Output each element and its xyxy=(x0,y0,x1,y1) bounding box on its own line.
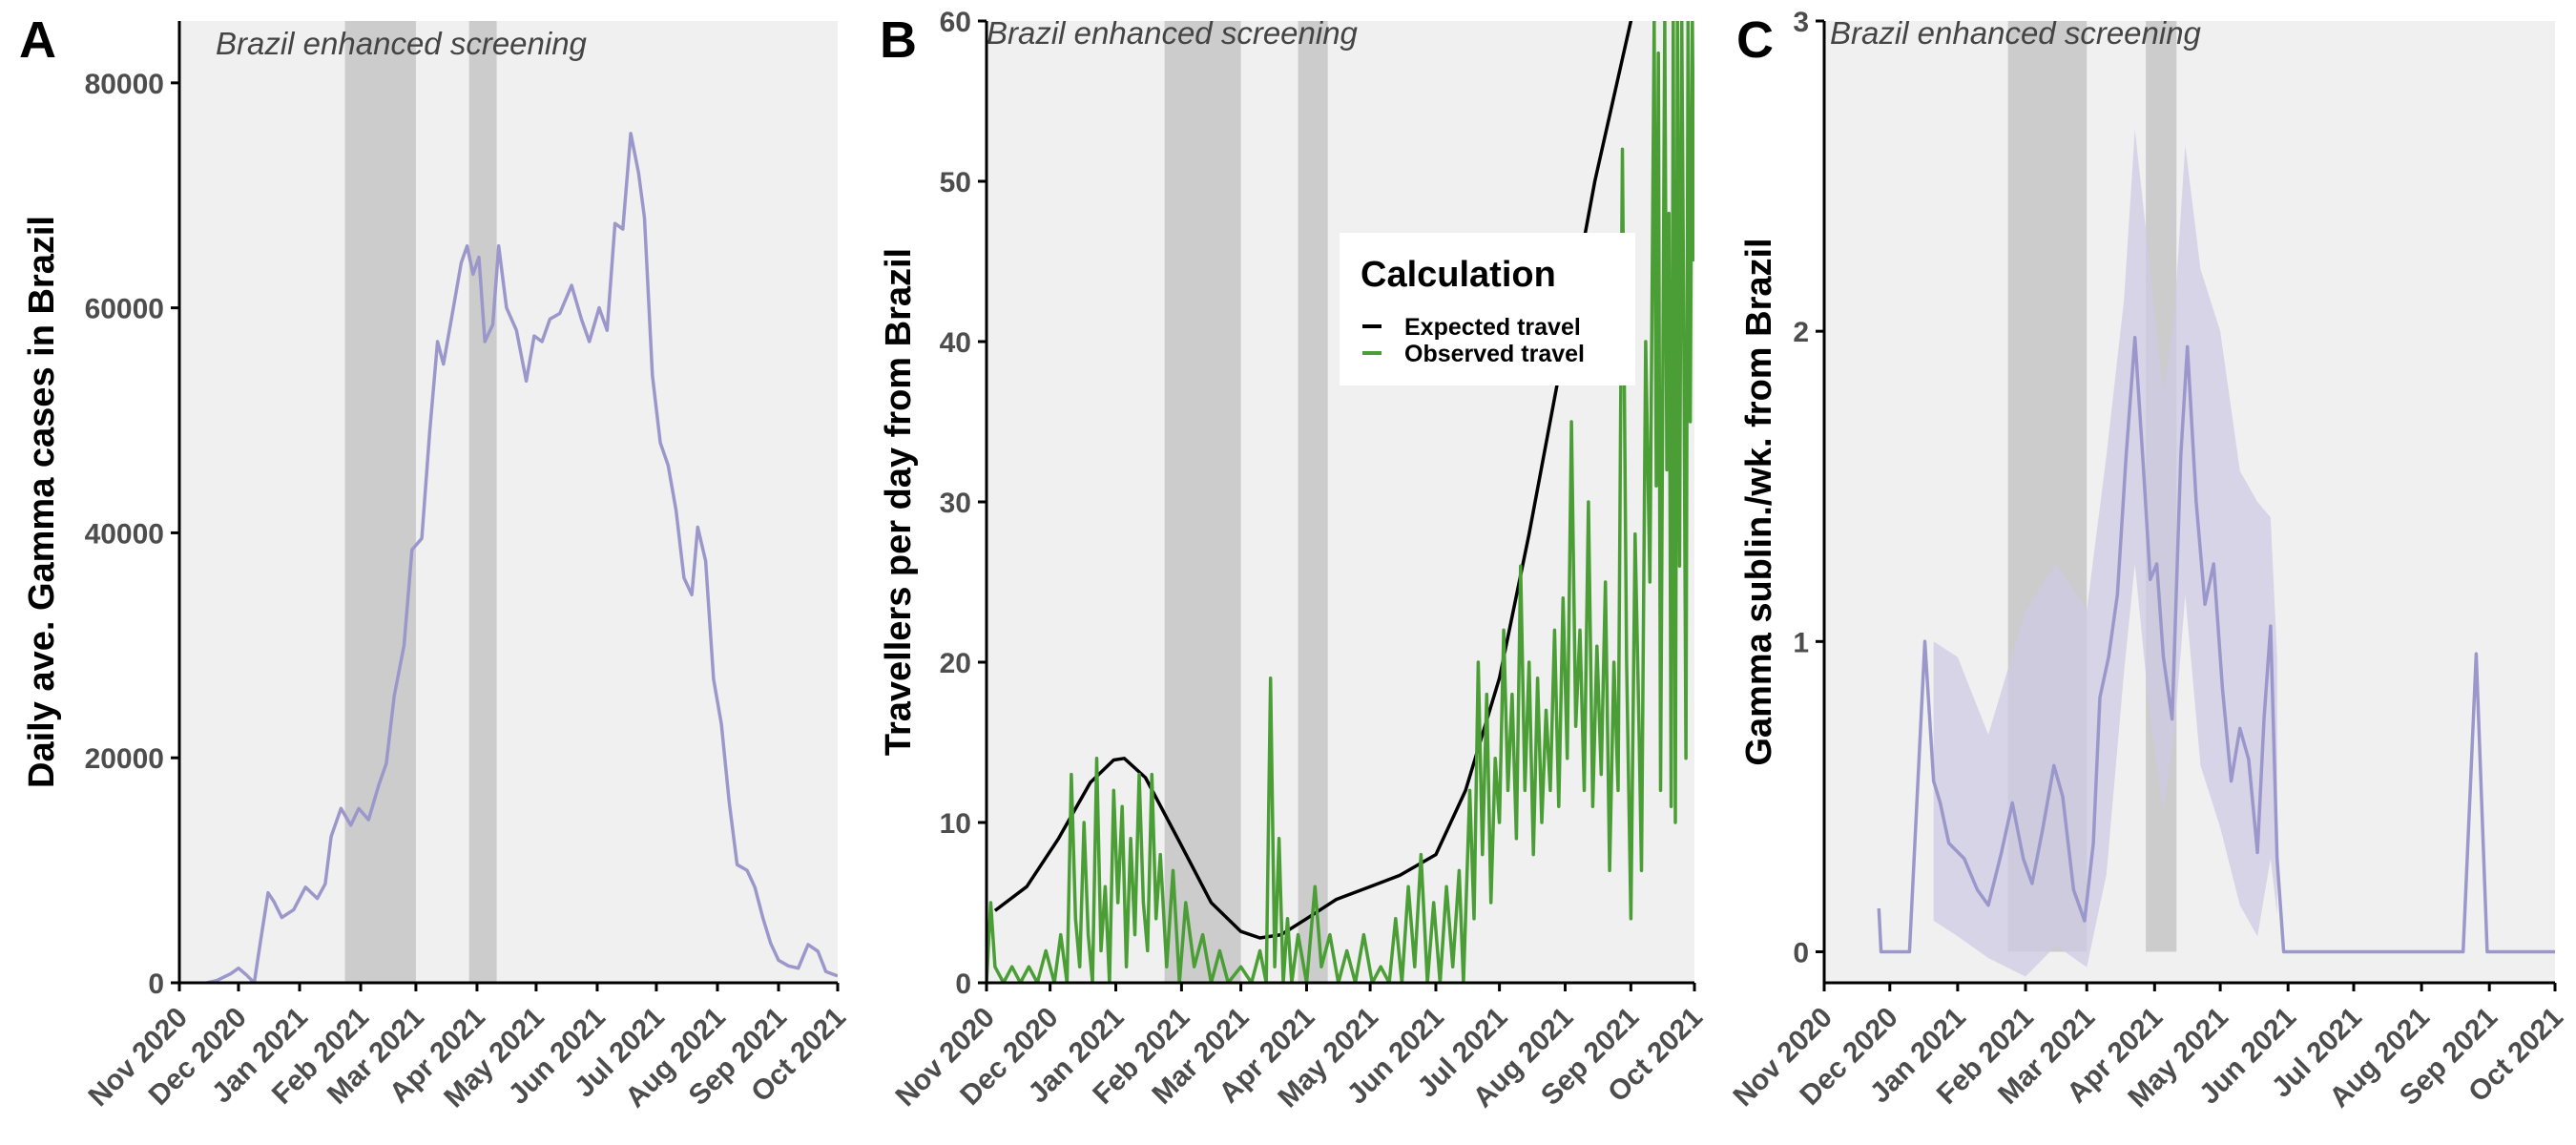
y-axis-title: Gamma sublin./wk. from Brazil xyxy=(1739,238,1779,765)
y-tick-label: 40 xyxy=(940,327,971,359)
screening-window-2 xyxy=(468,21,497,983)
y-tick-label: 0 xyxy=(955,968,971,1000)
y-axis-title: Daily ave. Gamma cases in Brazil xyxy=(22,216,62,788)
plot-background xyxy=(179,21,838,983)
screening-annotation: Brazil enhanced screening xyxy=(216,26,588,61)
y-tick-label: 30 xyxy=(940,488,971,519)
screening-annotation: Brazil enhanced screening xyxy=(987,15,1359,51)
y-tick-label: 20000 xyxy=(85,743,164,775)
screening-window-2 xyxy=(1298,21,1328,983)
series-line-observed-travel xyxy=(987,21,1694,983)
y-axis-title: Travellers per day from Brazil xyxy=(879,248,919,756)
screening-annotation: Brazil enhanced screening xyxy=(1830,15,2202,51)
panel-label: B xyxy=(880,11,917,69)
legend-box xyxy=(1340,233,1635,385)
legend-title: Calculation xyxy=(1361,255,1556,295)
plot-background xyxy=(987,21,1694,983)
y-tick-label: 1 xyxy=(1793,627,1809,658)
uncertainty-band xyxy=(1933,129,2277,977)
y-tick-label: 20 xyxy=(940,648,971,679)
y-tick-label: 2 xyxy=(1793,317,1809,348)
screening-window-1 xyxy=(1164,21,1241,983)
screening-window-1 xyxy=(344,21,416,983)
panel-label: A xyxy=(19,11,56,69)
y-tick-label: 50 xyxy=(940,167,971,198)
panel-label: C xyxy=(1736,11,1774,69)
y-tick-label: 3 xyxy=(1793,7,1809,38)
legend-item-label: Expected travel xyxy=(1404,314,1581,341)
y-tick-label: 40000 xyxy=(85,518,164,550)
series-line-expected-travel xyxy=(993,21,1633,940)
y-tick-label: 60 xyxy=(940,7,971,38)
series-line xyxy=(206,132,838,983)
y-tick-label: 10 xyxy=(940,808,971,840)
y-tick-label: 60000 xyxy=(85,294,164,325)
y-tick-label: 0 xyxy=(1793,937,1809,968)
y-tick-label: 0 xyxy=(148,968,164,1000)
legend-item-label: Observed travel xyxy=(1404,341,1585,367)
y-tick-label: 80000 xyxy=(85,69,164,100)
series-line xyxy=(1877,335,2555,954)
